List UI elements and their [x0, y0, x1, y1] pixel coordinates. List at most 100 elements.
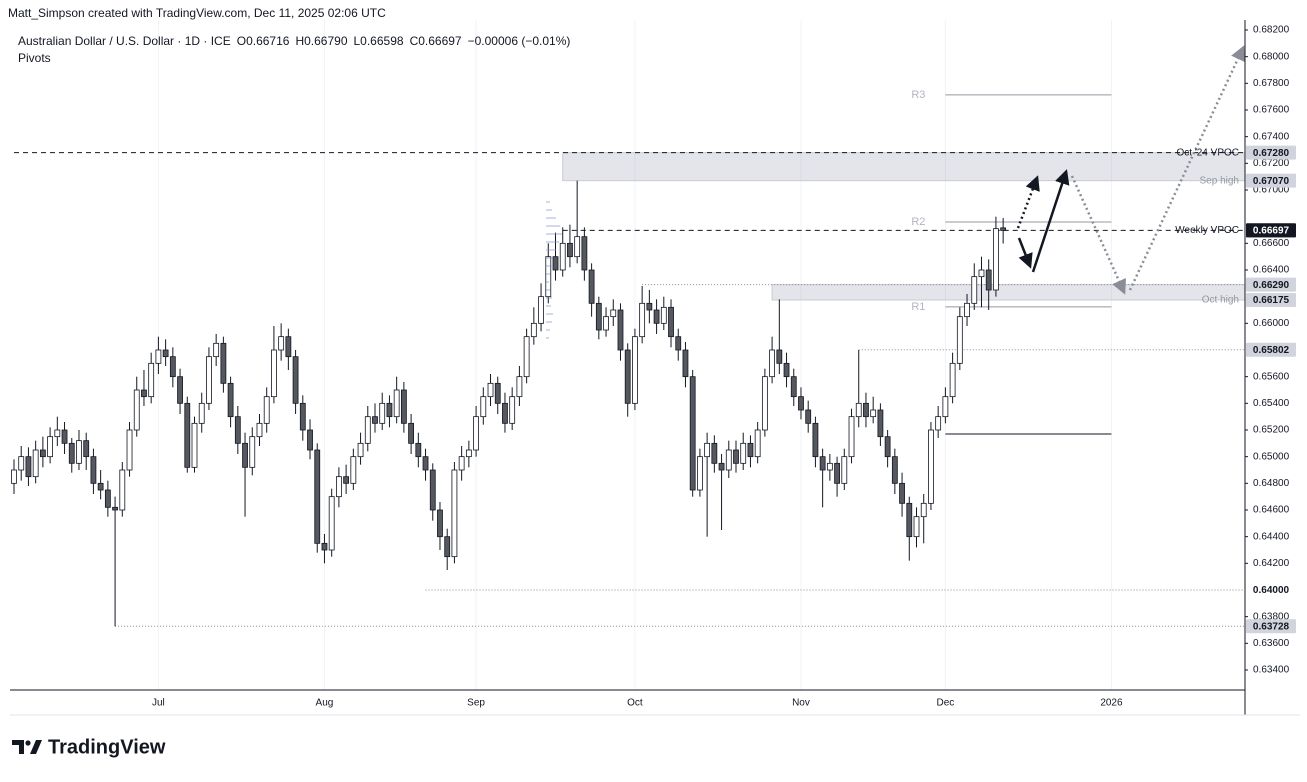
y-tick-label: 0.66400 — [1253, 265, 1290, 276]
candle-body — [624, 349, 631, 404]
candle-body — [552, 256, 559, 271]
candle-body — [18, 456, 25, 471]
price-badge — [1246, 145, 1296, 160]
volume-profile — [546, 201, 562, 339]
ohlc-high: H0.66790 — [295, 34, 347, 48]
candle-body — [473, 416, 479, 451]
candle-body — [863, 402, 869, 418]
y-tick-label: 0.63400 — [1253, 665, 1290, 676]
candle-body — [841, 456, 848, 484]
candle-body — [83, 440, 90, 458]
candle-body — [256, 422, 263, 438]
candle-body — [444, 536, 451, 558]
candle-body — [54, 429, 61, 438]
candle-body — [350, 456, 357, 484]
candle-body — [400, 389, 407, 424]
price-badge-label: 0.66175 — [1253, 295, 1290, 306]
candle-body — [985, 269, 992, 291]
candle-body — [263, 396, 270, 424]
candle-body — [884, 436, 891, 458]
y-tick-label: 0.66600 — [1253, 238, 1290, 249]
ohlc-open: O0.66716 — [237, 34, 290, 48]
pivot-label: R3 — [911, 89, 925, 101]
y-tick-label: 0.64800 — [1253, 478, 1290, 489]
candle-body — [754, 429, 761, 458]
candle-body — [104, 489, 111, 508]
price-badge — [1246, 173, 1296, 188]
candle-body — [379, 402, 386, 424]
y-tick-label: 0.63600 — [1253, 638, 1290, 649]
candle-body — [155, 349, 162, 364]
candle-body — [790, 376, 797, 398]
candle-body — [935, 416, 942, 431]
price-badge — [1246, 293, 1296, 307]
y-tick-label: 0.67400 — [1253, 131, 1290, 142]
candle-body — [133, 389, 140, 431]
candle-body — [112, 506, 118, 511]
candle-body — [299, 402, 306, 431]
candle-body — [653, 309, 660, 324]
y-tick-label: 0.68000 — [1253, 51, 1290, 62]
chart-header: Australian Dollar / U.S. Dollar · 1D · I… — [18, 34, 570, 48]
candle-body — [11, 469, 17, 484]
candle-body — [372, 416, 378, 424]
price-badge-label: 0.66290 — [1253, 280, 1290, 291]
candle-body — [458, 456, 465, 471]
zone — [771, 284, 1246, 301]
chart-subtitle: Pivots — [18, 51, 51, 65]
price-badge-label: 0.64000 — [1253, 585, 1290, 596]
candle-body — [718, 462, 725, 471]
candle-body — [1000, 227, 1007, 231]
candle-body — [90, 456, 97, 484]
candle-body — [632, 336, 638, 404]
price-badge — [1246, 277, 1296, 292]
candle-body — [292, 356, 299, 404]
price-badge — [1246, 342, 1296, 357]
candle-body — [711, 442, 718, 464]
candle-body — [588, 269, 595, 304]
candle-body — [502, 402, 508, 424]
candle-body — [769, 349, 775, 378]
candle-body — [76, 440, 82, 464]
price-badge-label: 0.65802 — [1253, 345, 1290, 356]
candle-body — [899, 482, 905, 504]
candle-body — [32, 449, 39, 478]
x-tick-label: Dec — [936, 698, 954, 709]
y-tick-label: 0.63800 — [1253, 611, 1290, 622]
candle-body — [942, 396, 949, 418]
candle-body — [61, 429, 68, 444]
level-name: Oct high — [1202, 295, 1239, 306]
candle-body — [307, 429, 313, 451]
logo-mark — [12, 740, 24, 754]
y-tick-label: 0.67600 — [1253, 105, 1290, 116]
pivot-label: R2 — [911, 216, 925, 228]
candle-body — [249, 436, 256, 468]
candle-body — [913, 516, 920, 538]
candle-body — [682, 349, 689, 378]
y-tick-label: 0.67800 — [1253, 78, 1290, 89]
candle-body — [494, 382, 501, 404]
y-tick-label: 0.64400 — [1253, 531, 1290, 542]
candle-body — [826, 462, 833, 471]
candle-body — [314, 449, 321, 544]
candle-body — [47, 436, 53, 458]
candle-body — [285, 336, 292, 358]
candle-body — [335, 476, 342, 498]
candle-body — [783, 362, 790, 378]
candle-body — [877, 409, 884, 438]
candle-body — [343, 476, 350, 484]
logo-text: TradingView — [48, 736, 166, 758]
candle-body — [169, 356, 176, 378]
candle-body — [321, 542, 328, 551]
candle-body — [675, 336, 682, 351]
candle-body — [798, 396, 804, 411]
candle-body — [386, 402, 393, 418]
logo: TradingView — [12, 736, 166, 758]
candle-body — [964, 302, 970, 318]
candle-body — [819, 456, 826, 471]
level-name: Sep high — [1200, 175, 1239, 186]
candle-body — [567, 242, 573, 258]
candle-body — [227, 382, 234, 418]
candle-body — [971, 276, 978, 304]
